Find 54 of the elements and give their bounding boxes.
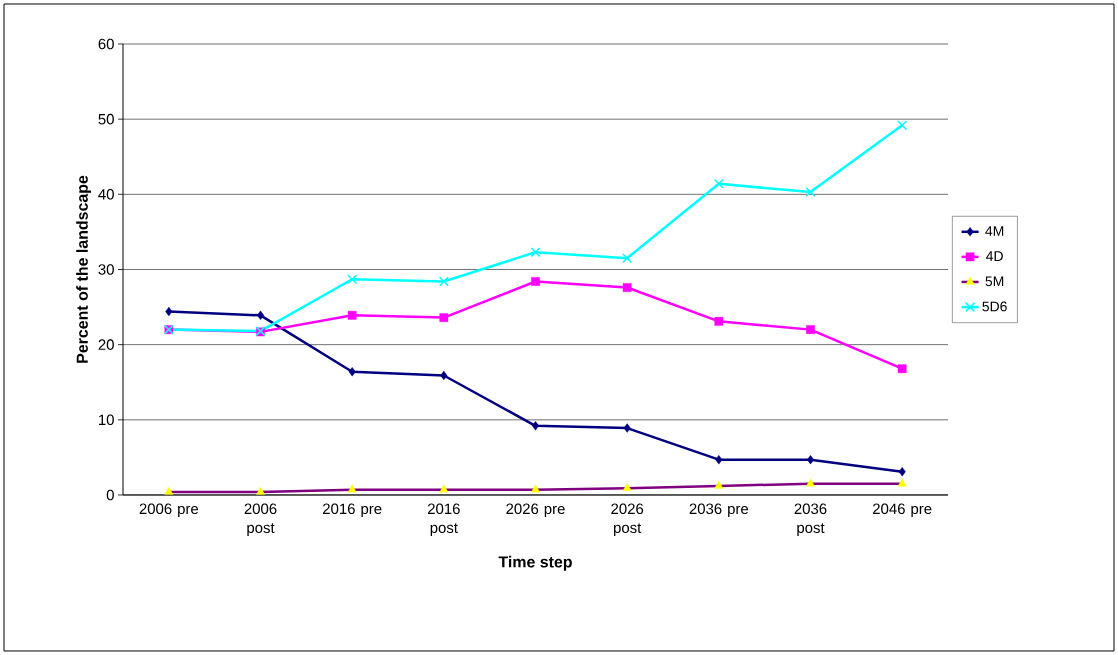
point — [805, 187, 816, 198]
legend-label: 5M — [985, 276, 1004, 287]
point — [531, 421, 540, 431]
point — [347, 274, 358, 285]
point — [714, 317, 724, 326]
point — [897, 120, 908, 131]
x-tick-label: 2006 pre — [139, 503, 199, 518]
y-tick-label: 30 — [98, 264, 114, 275]
point — [806, 478, 815, 487]
point — [622, 253, 633, 264]
point — [622, 483, 632, 491]
point — [806, 455, 815, 465]
x-tick-label: 2006 post — [244, 503, 277, 536]
point — [897, 478, 907, 487]
x-tick-label: 2026 post — [611, 503, 644, 536]
y-tick-label: 50 — [98, 113, 114, 125]
x-tick-label: 2016 post — [427, 503, 460, 536]
y-axis-title: Percent of the landscape — [76, 175, 92, 363]
point — [348, 367, 356, 377]
point — [530, 247, 541, 258]
point — [806, 325, 815, 334]
legend-label: 4D — [986, 251, 1003, 261]
x-tick-label: 2036 post — [794, 503, 827, 536]
point — [256, 486, 265, 495]
point — [531, 277, 540, 286]
point — [438, 276, 449, 287]
y-tick-label: 60 — [98, 38, 114, 50]
point — [622, 283, 632, 292]
y-tick-label: 40 — [98, 189, 114, 200]
x-tick-label: 2046 pre — [873, 503, 932, 518]
y-tick-label: 10 — [99, 414, 114, 426]
point — [715, 455, 723, 465]
point — [898, 467, 906, 477]
x-tick-label: 2026 pre — [506, 503, 565, 518]
point — [713, 178, 724, 189]
y-tick-label: 0 — [106, 489, 114, 501]
x-tick-label: 2016 pre — [323, 503, 382, 518]
x-axis-title: Time step — [498, 555, 572, 571]
point — [439, 484, 449, 493]
legend-label: 4M — [985, 226, 1004, 236]
x-tick-label: 2036 pre — [689, 503, 749, 518]
y-tick-label: 20 — [98, 339, 114, 350]
legend-label: 5D6 — [982, 301, 1007, 312]
point — [164, 486, 174, 495]
point — [714, 480, 724, 489]
point — [347, 484, 357, 493]
point — [440, 370, 448, 381]
point — [531, 484, 540, 493]
point — [165, 306, 173, 317]
point — [347, 310, 357, 320]
point — [623, 423, 631, 433]
point — [439, 313, 449, 322]
point — [256, 310, 265, 320]
point — [897, 364, 907, 374]
